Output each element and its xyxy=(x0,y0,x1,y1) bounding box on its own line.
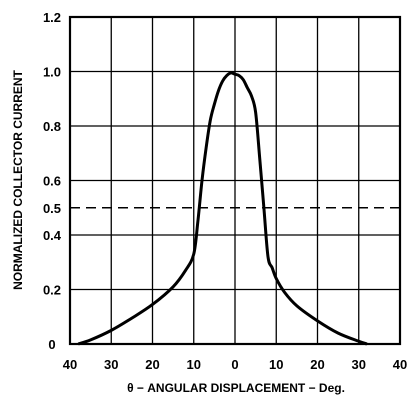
y-tick-label: 0.4 xyxy=(43,228,62,243)
y-tick-label: 0.6 xyxy=(43,174,61,189)
x-tick-label: 30 xyxy=(352,357,366,372)
x-tick-label: 30 xyxy=(104,357,118,372)
grid-layer xyxy=(69,16,401,345)
x-tick-label: 0 xyxy=(231,357,238,372)
y-tick-label: 1.2 xyxy=(43,10,61,25)
y-tick-label: 0.8 xyxy=(43,119,61,134)
x-tick-label: 20 xyxy=(145,357,159,372)
x-tick-label: 20 xyxy=(310,357,324,372)
series-layer xyxy=(70,71,400,346)
y-tick-label: 0.2 xyxy=(43,283,61,298)
plot-frame xyxy=(68,15,402,346)
x-axis-label: θ − ANGULAR DISPLACEMENT − Deg. xyxy=(127,381,345,395)
x-tick-label: 40 xyxy=(393,357,407,372)
y-tick-label: 0.5 xyxy=(43,201,61,216)
y-axis-label: NORMALIZED COLLECTOR CURRENT xyxy=(11,69,25,289)
x-tick-label: 10 xyxy=(269,357,283,372)
x-tick-label: 40 xyxy=(63,357,77,372)
y-tick-labels: 0 0.2 0.4 0.5 0.6 0.8 1.0 1.2 xyxy=(43,10,62,352)
response-curve xyxy=(77,71,368,346)
y-tick-label: 1.0 xyxy=(43,65,61,80)
x-tick-labels: 40 30 20 10 0 10 20 30 40 xyxy=(63,357,407,372)
y-tick-label: 0 xyxy=(48,337,55,352)
x-tick-label: 10 xyxy=(187,357,201,372)
